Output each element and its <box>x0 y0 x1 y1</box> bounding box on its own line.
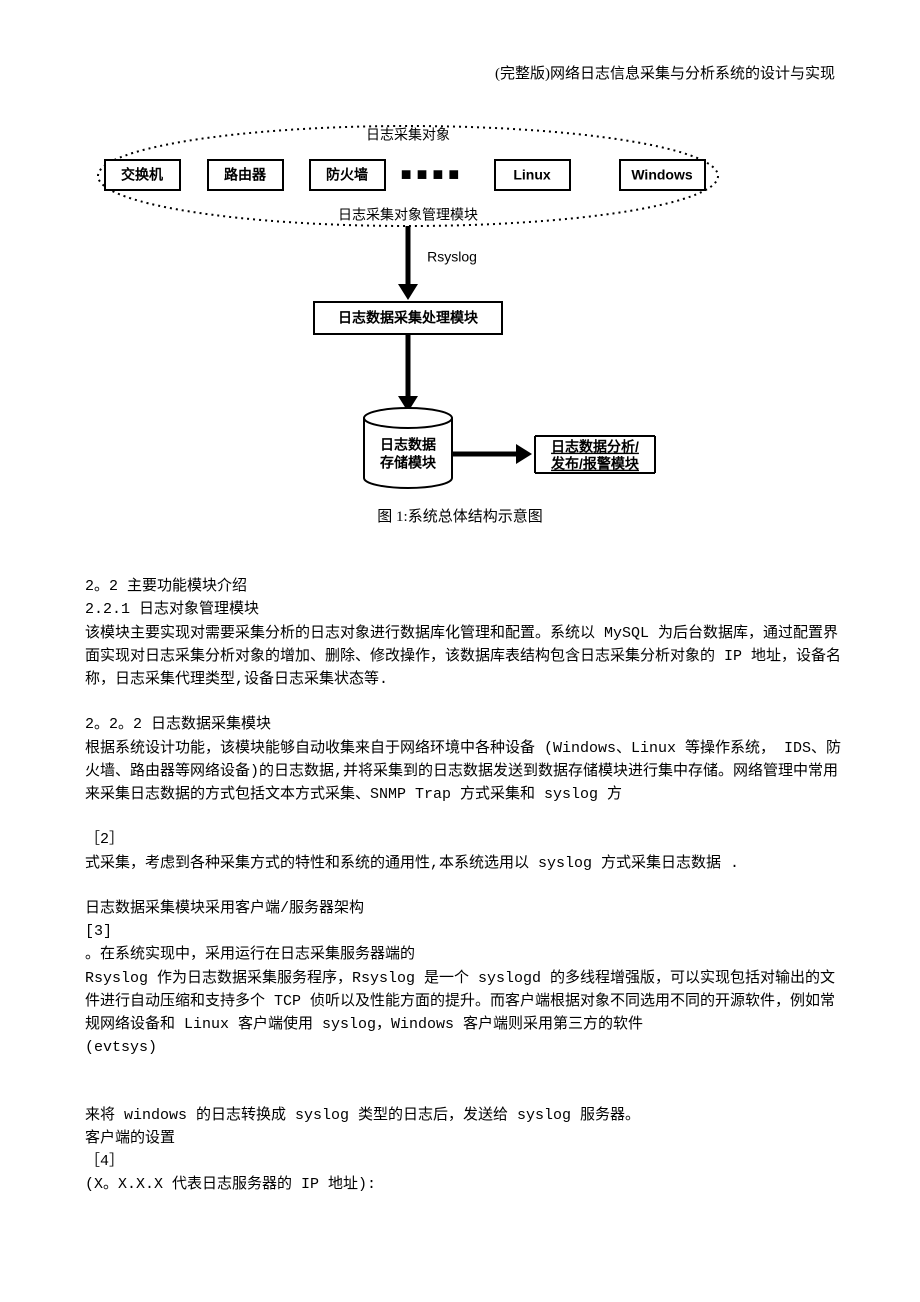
ellipse-label: 日志采集对象管理模块 <box>338 207 478 223</box>
para-module-mgmt: 该模块主要实现对需要采集分析的日志对象进行数据库化管理和配置。系统以 MySQL… <box>85 622 845 692</box>
top-label: 日志采集对象 <box>366 127 450 143</box>
module-box: 日志数据采集处理模块 <box>338 310 479 326</box>
ref-4: ［4］ <box>85 1150 845 1173</box>
box-router: 路由器 <box>224 167 267 183</box>
box-switch: 交换机 <box>121 167 163 183</box>
para-arch: 日志数据采集模块采用客户端/服务器架构 <box>85 897 845 920</box>
system-diagram: 日志采集对象 交换机 路由器 防火墙 ■ ■ ■ ■ Linux Windows… <box>90 118 725 498</box>
section-2-2-2: 2。2。2 日志数据采集模块 <box>85 713 845 736</box>
para-rsyslog-2: Rsyslog 作为日志数据采集服务程序，Rsyslog 是一个 syslogd… <box>85 967 845 1037</box>
para-collection-2: 式采集，考虑到各种采集方式的特性和系统的通用性,本系统选用以 syslog 方式… <box>85 852 845 875</box>
ref-3: [3] <box>85 920 845 943</box>
para-ip: (X。X.X.X 代表日志服务器的 IP 地址): <box>85 1173 845 1196</box>
para-rsyslog-1: 。在系统实现中，采用运行在日志采集服务器端的 <box>85 943 845 966</box>
para-client: 客户端的设置 <box>85 1127 845 1150</box>
section-2-2-1: 2.2.1 日志对象管理模块 <box>85 598 845 621</box>
right-box-line2: 发布/报警模块 <box>550 456 640 472</box>
ref-2: ［2］ <box>85 828 845 851</box>
arrow1-label: Rsyslog <box>427 249 477 265</box>
section-2-2: 2。2 主要功能模块介绍 <box>85 575 845 598</box>
page-header: (完整版)网络日志信息采集与分析系统的设计与实现 <box>495 62 835 83</box>
box-linux: Linux <box>513 167 551 183</box>
para-windows: 来将 windows 的日志转换成 syslog 类型的日志后，发送给 sysl… <box>85 1104 845 1127</box>
right-box-line1: 日志数据分析/ <box>551 439 639 455</box>
para-collection-1: 根据系统设计功能，该模块能够自动收集来自于网络环境中各种设备 (Windows、… <box>85 737 845 807</box>
box-firewall: 防火墙 <box>326 167 368 183</box>
box-windows: Windows <box>631 167 693 183</box>
figure-caption: 图 1:系统总体结构示意图 <box>0 505 920 526</box>
cylinder-line2: 存储模块 <box>380 455 437 471</box>
body-content: 2。2 主要功能模块介绍 2.2.1 日志对象管理模块 该模块主要实现对需要采集… <box>85 575 845 1197</box>
para-evtsys: (evtsys) <box>85 1036 845 1059</box>
cylinder-line1: 日志数据 <box>380 437 436 453</box>
box-dots: ■ ■ ■ ■ <box>401 164 460 184</box>
